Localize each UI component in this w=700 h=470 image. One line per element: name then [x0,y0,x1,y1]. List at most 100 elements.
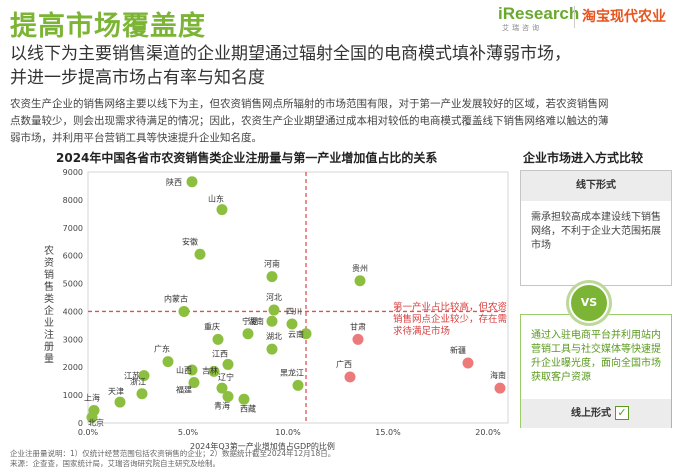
comparison-title: 企业市场进入方式比较 [523,151,644,165]
point-label: 天津 [108,386,124,396]
scatter-point [266,271,278,283]
point-label: 黑龙江 [280,367,304,377]
scatter-point [268,304,280,316]
scatter-point [86,411,98,423]
point-label: 安徽 [182,236,198,246]
x-tick-label: 0.0% [78,428,99,437]
point-label: 甘肃 [350,321,366,331]
y-tick-label: 6000 [63,252,83,261]
footnote-line-2: 来源：企查查，国家统计局，艾瑞咨询研究院自主研究及绘制。 [10,459,220,468]
point-label: 江西 [212,349,228,358]
offline-panel-title: 线下形式 [521,171,671,201]
y-axis-label: 农资销售类企业注册量 [44,246,54,365]
online-panel: 通过入驻电商平台并利用站内营销工具与社交媒体等快速提升企业曝光度，面向全国市场获… [520,314,672,428]
online-panel-description: 通过入驻电商平台并利用站内营销工具与社交媒体等快速提升企业曝光度，面向全国市场获… [531,330,661,383]
scatter-point [222,358,234,370]
y-tick-label: 0 [78,419,83,428]
point-label: 陕西 [166,177,182,187]
intro-line-2: 点数量较少，则会出现需求待满足的情况；因此，农资生产企业期望通过成本相对较低的电… [10,115,609,127]
point-label: 四川 [286,307,302,316]
scatter-point [208,365,220,377]
plot-frame [87,171,509,424]
x-tick-label: 10.0% [275,428,301,437]
intro-line-1: 农资生产企业的销售网络主要以线下为主，但农资销售网点所辐射的市场范围有限，对于第… [10,98,609,110]
y-tick-label: 8000 [63,196,83,205]
intro-line-3: 弱市场，并利用平台营销工具等快速提升企业知名度。 [10,132,262,144]
point-label: 宁夏 [242,316,258,326]
point-label: 重庆 [204,321,220,331]
scatter-point [300,328,312,340]
scatter-point [242,328,254,340]
vs-badge: VS [569,283,609,323]
iresearch-logo: iResearch [498,4,580,23]
taobao-agriculture-logo: 淘宝现代农业 [582,9,666,25]
scatter-point [352,333,364,345]
scatter-point [266,315,278,327]
scatter-point [222,391,234,403]
scatter-point [186,364,198,376]
point-label: 福建 [176,385,192,395]
x-tick-label: 5.0% [178,428,199,437]
chart-title: 2024年中国各省市农资销售类企业注册量与第一产业增加值占比的关系 [56,151,438,165]
scatter-point [136,388,148,400]
y-tick-label: 7000 [63,224,83,233]
scatter-point [292,379,304,391]
headline: 以线下为主要销售渠道的企业期望通过辐射全国的电商模式填补薄弱市场， 并进一步提高… [10,42,700,90]
point-label: 云南 [288,329,304,339]
headline-line-1: 以线下为主要销售渠道的企业期望通过辐射全国的电商模式填补薄弱市场， [10,44,571,64]
scatter-point [286,318,298,330]
iresearch-logo-subtitle: 艾瑞咨询 [502,24,542,32]
point-label: 山西 [176,365,192,375]
point-label: 河北 [266,292,282,302]
logo-divider [574,6,575,28]
point-label: 湖南 [248,316,264,326]
scatter-point [212,333,224,345]
point-label: 浙江 [130,377,146,387]
offline-panel: 线下形式 需承担较高成本建设线下销售网络，不利于企业大范围拓展市场 [520,170,672,286]
scatter-point [162,356,174,368]
scatter-point [354,275,366,287]
x-axis-label: 2024年Q3第一产业增加值占GDP的比例 [190,442,335,451]
point-label: 海南 [490,370,506,380]
scatter-point [216,382,228,394]
scatter-point [266,343,278,355]
point-label: 新疆 [450,345,466,355]
footnote-line-1: 企业注册量说明：1）仅统计经营范围包括农资销售的企业；2）数据统计截至2024年… [10,449,336,458]
footnote: 企业注册量说明：1）仅统计经营范围包括农资销售的企业；2）数据统计截至2024年… [10,449,335,469]
point-label: 河南 [264,259,280,269]
point-label: 贵州 [352,263,368,273]
point-label: 北京 [88,417,104,427]
x-tick-label: 20.0% [475,428,501,437]
online-panel-footer: 线上形式 ✓ [521,399,671,428]
point-label: 江苏 [124,371,140,381]
point-label: 广西 [336,359,352,369]
point-label: 青海 [214,401,230,411]
scatter-point [494,382,506,394]
chart-annotation: 第一产业占比较高，但农资销售网点企业较少，存在需求待满足市场 [393,302,508,337]
y-tick-label: 2000 [63,363,83,372]
scatter-point [194,248,206,260]
y-tick-label: 1000 [63,391,83,400]
scatter-point [114,396,126,408]
page-title: 提高市场覆盖度 [10,11,206,42]
point-label: 山东 [208,194,224,204]
point-label: 广东 [154,344,170,354]
online-panel-title: 线上形式 [571,408,611,419]
checkmark-icon: ✓ [615,406,629,420]
scatter-point [344,371,356,383]
point-label: 吉林 [202,365,218,375]
headline-line-2: 并进一步提高市场占有率与知名度 [10,68,265,88]
point-label: 内蒙古 [164,293,188,303]
point-label: 西藏 [240,403,256,413]
point-label: 上海 [84,392,100,402]
y-tick-label: 9000 [63,168,83,177]
x-tick-label: 15.0% [375,428,401,437]
scatter-point [188,377,200,389]
scatter-point [462,357,474,369]
brand-logos: iResearch 艾瑞咨询 淘宝现代农业 [498,2,698,34]
scatter-point [138,370,150,382]
intro-paragraph: 农资生产企业的销售网络主要以线下为主，但农资销售网点所辐射的市场范围有限，对于第… [10,96,695,147]
scatter-point [186,176,198,188]
y-tick-label: 3000 [63,335,83,344]
